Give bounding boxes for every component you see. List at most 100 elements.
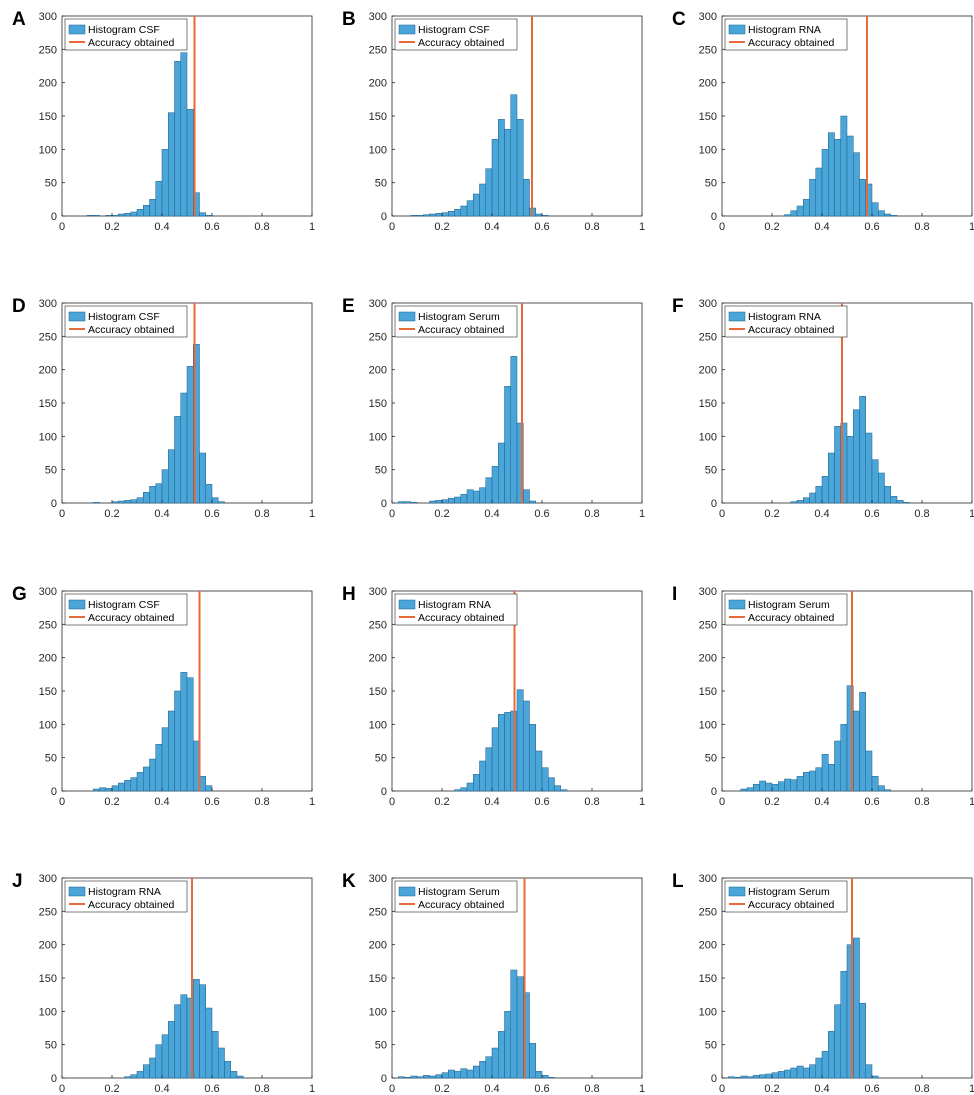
histogram-bar <box>93 788 100 792</box>
histogram-bar <box>828 1031 835 1079</box>
histogram-bar <box>504 1011 511 1079</box>
x-tick-label: 0.2 <box>434 508 449 520</box>
y-tick-label: 300 <box>699 11 717 23</box>
histogram-bar <box>136 1071 144 1079</box>
y-tick-label: 300 <box>369 298 387 310</box>
x-tick-label: 1 <box>639 508 645 520</box>
legend-label-accuracy: Accuracy obtained <box>418 324 505 336</box>
histogram-bar <box>466 489 474 504</box>
histogram-bar <box>404 1077 411 1079</box>
histogram-bar <box>398 1076 405 1079</box>
y-tick-label: 250 <box>39 331 57 343</box>
histogram-bar <box>180 994 188 1079</box>
histogram-bar <box>230 1071 238 1079</box>
y-tick-label: 0 <box>381 1073 387 1085</box>
histogram-bar <box>429 1075 436 1079</box>
histogram-bar <box>516 976 524 1079</box>
y-tick-label: 100 <box>39 144 57 156</box>
x-tick-label: 0.8 <box>584 1083 599 1095</box>
legend-swatch-histogram <box>68 599 86 610</box>
histogram-bar <box>859 179 866 217</box>
histogram-bar <box>541 1075 549 1079</box>
x-tick-label: 0.4 <box>484 1083 499 1095</box>
legend-box <box>724 18 848 51</box>
histogram-bar <box>130 211 138 217</box>
legend-label-accuracy: Accuracy obtained <box>418 899 505 911</box>
histogram-bar <box>460 1068 468 1079</box>
histogram-bar <box>853 937 860 1079</box>
legend-swatch-histogram <box>398 311 416 322</box>
histogram-bar <box>871 1075 879 1079</box>
histogram-bar <box>454 1071 461 1079</box>
histogram-bar <box>161 727 169 792</box>
histogram-bar <box>199 212 206 217</box>
histogram-bar <box>199 452 206 504</box>
histogram-bar <box>398 501 405 504</box>
histogram-bar <box>529 500 536 504</box>
histogram-bar <box>504 129 511 217</box>
y-tick-label: 50 <box>375 178 387 190</box>
histogram-bar <box>168 1021 175 1079</box>
panel-f: F 0 0.2 0.4 0.6 0.8 1 0 50 100 150 200 250 300 Histogr… <box>672 296 974 520</box>
x-tick-label: 0.8 <box>254 221 269 233</box>
histogram-bar <box>523 700 530 792</box>
panel-letter: D <box>12 296 26 317</box>
histogram-bar <box>485 168 493 217</box>
histogram-bar <box>884 213 891 217</box>
histogram-bar <box>485 1056 493 1079</box>
histogram-bar <box>784 214 791 217</box>
x-tick-label: 0 <box>389 1083 395 1095</box>
x-tick-label: 0.4 <box>154 796 169 808</box>
histogram-bar <box>765 782 773 792</box>
histogram-bar <box>796 776 804 792</box>
y-tick-label: 150 <box>39 111 57 123</box>
y-tick-label: 150 <box>699 111 717 123</box>
histogram-bar <box>174 1004 181 1079</box>
histogram-bar <box>771 784 779 792</box>
panel-letter: B <box>342 9 356 30</box>
y-tick-label: 150 <box>699 398 717 410</box>
histogram-bar <box>218 501 225 504</box>
y-tick-label: 150 <box>369 398 387 410</box>
histogram-bar <box>890 496 898 504</box>
legend-box <box>64 880 188 913</box>
histogram-bar <box>479 1061 486 1079</box>
histogram-bar <box>510 969 518 1079</box>
x-tick-label: 0.4 <box>814 221 829 233</box>
y-tick-label: 100 <box>39 431 57 443</box>
x-tick-label: 0.8 <box>914 796 929 808</box>
histogram-bar <box>485 477 493 504</box>
y-tick-label: 50 <box>705 178 717 190</box>
histogram-bar <box>155 483 163 504</box>
legend-label-histogram: Histogram Serum <box>748 599 830 611</box>
histogram-bar <box>479 183 486 217</box>
histogram-bar <box>548 1077 555 1079</box>
legend-swatch-histogram <box>728 24 746 35</box>
histogram-bar <box>174 61 181 217</box>
histogram-bar <box>784 1069 791 1079</box>
y-tick-label: 150 <box>39 686 57 698</box>
y-tick-label: 100 <box>369 1006 387 1018</box>
histogram-bar <box>149 486 156 504</box>
x-tick-label: 0.6 <box>864 796 879 808</box>
histogram-bar <box>834 740 841 792</box>
histogram-bar <box>143 492 150 504</box>
histogram-bar <box>541 767 549 792</box>
legend-box <box>64 18 188 51</box>
histogram-bar <box>504 712 511 792</box>
legend-label-accuracy: Accuracy obtained <box>418 612 505 624</box>
x-tick-label: 0 <box>59 796 65 808</box>
histogram-bar <box>815 1057 823 1079</box>
y-tick-label: 200 <box>699 78 717 90</box>
x-tick-label: 0.2 <box>104 508 119 520</box>
histogram-bar <box>865 183 873 217</box>
histogram-bar <box>466 1069 474 1079</box>
y-tick-label: 100 <box>39 1006 57 1018</box>
y-tick-label: 250 <box>369 331 387 343</box>
histogram-bar <box>118 782 125 792</box>
x-tick-label: 0.2 <box>104 1083 119 1095</box>
histogram-bar <box>504 386 511 504</box>
x-tick-label: 0 <box>389 221 395 233</box>
histogram-bar <box>510 94 518 217</box>
x-tick-label: 0.6 <box>864 221 879 233</box>
